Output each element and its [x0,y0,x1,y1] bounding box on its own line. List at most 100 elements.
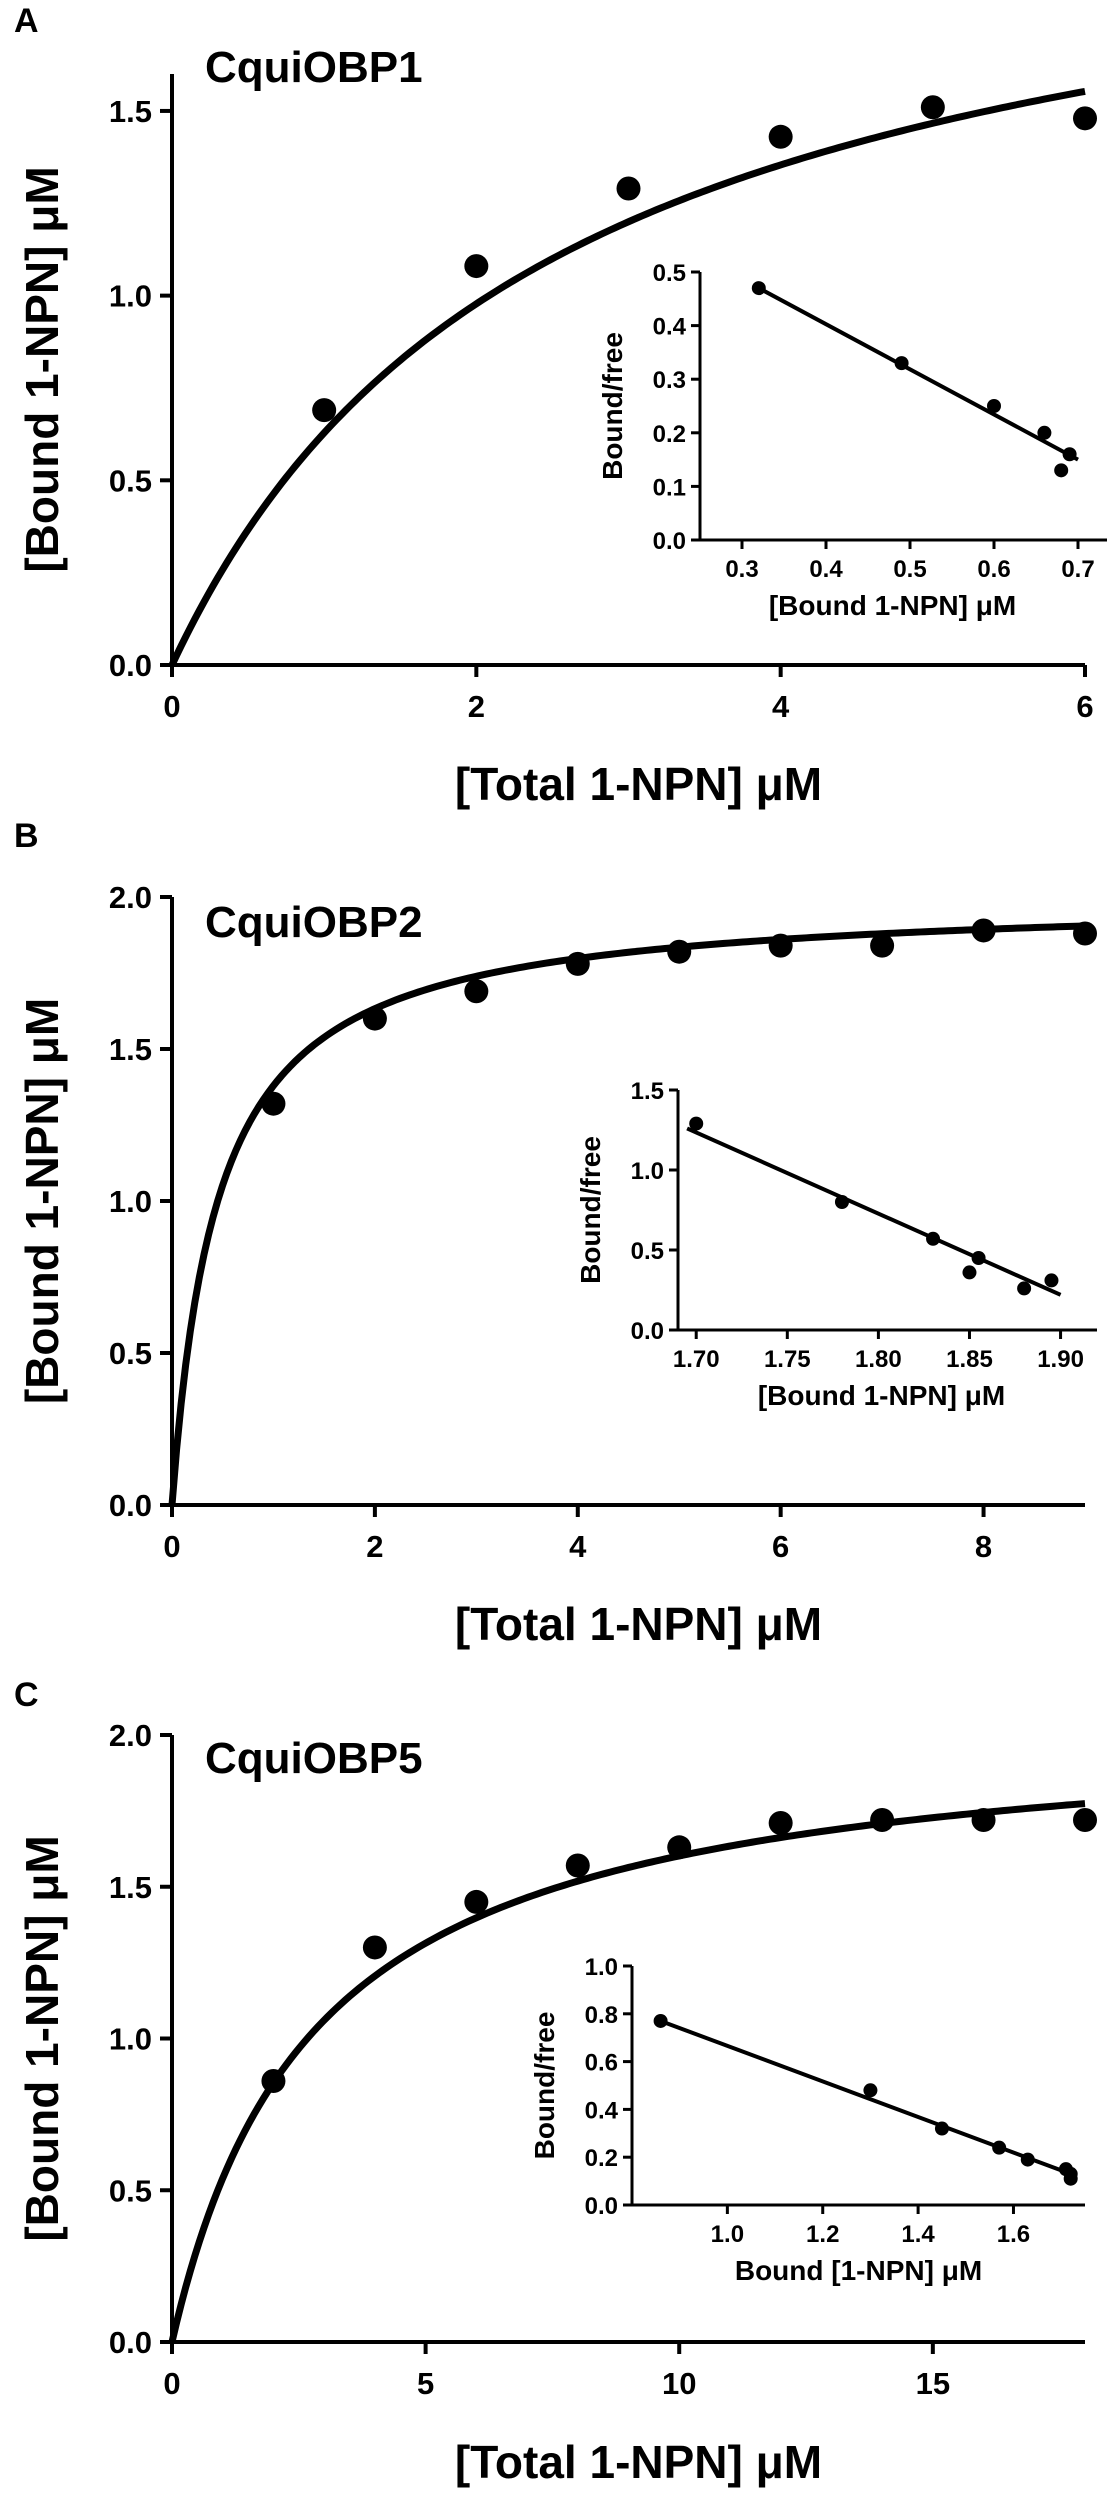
data-point [768,933,793,958]
data-point [362,1006,387,1031]
inset-data-point [1054,463,1069,478]
data-point [667,1835,692,1860]
y-axis-title: [Bound 1-NPN] μM [16,166,68,572]
panel-letter: C [14,1676,39,1714]
inset-data-point [926,1231,941,1246]
chart-title: CquiOBP5 [205,1734,423,1783]
inset-x-tick-label: 0.4 [809,556,843,583]
inset-regression-line [686,1126,1062,1297]
inset-x-tick-label: 0.3 [725,556,758,583]
chart-title: CquiOBP2 [205,898,423,947]
data-point [261,1091,286,1116]
y-tick-label: 1.0 [109,279,152,314]
x-axis-title: [Total 1-NPN] μM [455,2436,822,2488]
inset-y-tick-label: 0.6 [585,2050,618,2077]
y-tick-label: 0.0 [109,1488,152,1523]
y-tick-label: 1.5 [109,1032,152,1067]
data-point [1073,1807,1097,1832]
inset-x-tick-label: 1.2 [806,2221,839,2248]
inset-y-tick-label: 0.8 [585,2002,618,2029]
inset-y-tick-label: 0.5 [631,1238,664,1265]
x-tick-label: 6 [772,1529,789,1564]
inset-y-tick-label: 0.4 [653,314,687,341]
data-point [312,398,337,423]
inset-x-tick-label: 0.7 [1061,556,1094,583]
inset-y-tick-label: 0.4 [585,2097,619,2124]
y-axis-title: [Bound 1-NPN] μM [16,998,68,1404]
y-tick-label: 0.5 [109,463,152,498]
inset-y-tick-label: 0.2 [585,2145,618,2172]
y-tick-label: 2.0 [109,880,152,915]
inset-data-point [1020,2152,1035,2167]
panel-c: C CquiOBP5 0 5 10 15 0.0 0.5 1.0 1.5 2.0 [Total 1-N… [14,1676,1097,2488]
x-tick-label: 5 [417,2366,434,2401]
inset-data-point [992,2140,1007,2155]
inset-x-axis-title: [Bound 1-NPN] μM [758,1380,1005,1411]
inset-plot: 0.3 0.4 0.5 0.6 0.7 0.0 0.1 0.2 0.3 0.4 0.5 [Bound … [597,260,1107,621]
y-tick-label: 2.0 [109,1718,152,1753]
inset-x-tick-label: 1.4 [901,2221,935,2248]
data-point [920,95,945,120]
inset-y-tick-label: 1.5 [631,1078,664,1105]
inset-data-point [962,1265,977,1280]
data-point [362,1935,387,1960]
inset-data-point [751,281,766,296]
y-tick-label: 1.5 [109,94,152,129]
inset-data-point [689,1116,704,1131]
inset-y-tick-label: 0.1 [653,474,686,501]
inset-data-point [934,2121,949,2136]
y-tick-label: 0.0 [109,648,152,683]
inset-y-axis-title: Bound/free [597,332,628,480]
data-point [870,933,895,958]
inset-x-tick-label: 1.0 [711,2221,744,2248]
inset-y-tick-label: 0.3 [653,367,686,394]
x-tick-label: 4 [772,689,790,724]
data-point [464,979,489,1004]
fit-curve [168,1800,1086,2343]
inset-x-tick-label: 1.90 [1037,1346,1084,1373]
fit-curve [168,87,1086,667]
x-tick-label: 6 [1076,689,1093,724]
panel-letter: B [14,817,39,855]
y-tick-label: 1.5 [109,1870,152,1905]
inset-data-point [1062,447,1077,462]
inset-data-point [653,2013,668,2028]
data-point [565,951,590,976]
inset-data-point [971,1251,986,1265]
data-point [261,2068,286,2093]
x-axis-title: [Total 1-NPN] μM [455,1598,822,1650]
y-tick-label: 1.0 [109,2022,152,2057]
inset-plot: 1.70 1.75 1.80 1.85 1.90 0.0 0.5 1.0 1.5 [Bound 1… [575,1078,1097,1411]
fit-curve [168,922,1086,1506]
data-point [616,176,641,201]
data-point [1073,921,1097,946]
inset-data-point [834,1195,849,1209]
inset-y-axis-title: Bound/free [529,2012,560,2160]
inset-y-tick-label: 0.2 [653,421,686,448]
inset-y-tick-label: 0.0 [631,1318,664,1345]
inset-data-point [1044,1273,1059,1288]
x-tick-label: 0 [163,2366,180,2401]
inset-x-tick-label: 1.70 [673,1346,720,1373]
x-tick-label: 4 [569,1529,587,1564]
inset-y-tick-label: 0.0 [585,2193,618,2220]
panel-b: B CquiOBP2 0 2 4 6 8 0.0 0.5 1.0 1.5 2.0 [Total 1-NP… [14,817,1097,1650]
inset-x-tick-label: 0.5 [893,556,926,583]
y-tick-label: 0.5 [109,1336,152,1371]
inset-y-tick-label: 0.0 [653,528,686,555]
x-tick-label: 8 [975,1529,992,1564]
y-tick-label: 1.0 [109,1184,152,1219]
y-tick-label: 0.5 [109,2173,152,2208]
chart-title: CquiOBP1 [205,43,423,92]
data-point [1073,106,1097,131]
x-tick-label: 0 [163,689,180,724]
inset-x-axis-title: Bound [1-NPN] μM [735,2255,982,2286]
inset-x-tick-label: 0.6 [977,556,1010,583]
inset-regression-line [659,2019,1072,2176]
panel-letter: A [14,2,39,40]
y-axis-title: [Bound 1-NPN] μM [16,1835,68,2241]
inset-x-tick-label: 1.6 [997,2221,1030,2248]
inset-y-tick-label: 0.5 [653,260,686,287]
panel-a: A CquiOBP1 0 2 4 6 0.0 0.5 1.0 1.5 [Total 1-NPN] μ… [14,2,1107,810]
inset-y-tick-label: 1.0 [585,1954,618,1981]
